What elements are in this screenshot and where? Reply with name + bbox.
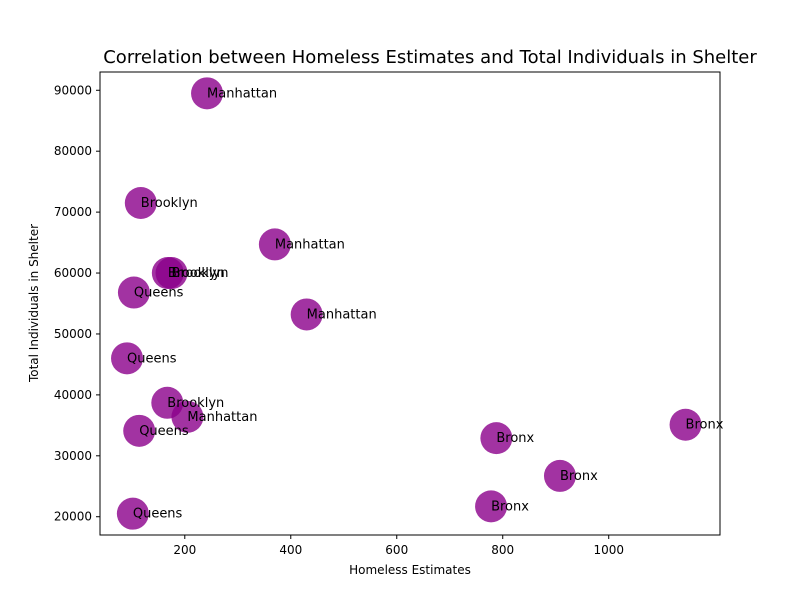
scatter-point (123, 414, 156, 447)
x-axis-label: Homeless Estimates (349, 563, 471, 577)
scatter-point (669, 408, 702, 441)
point-label: Brooklyn (172, 266, 229, 281)
y-axis-ticks: 20000 30000 40000 50000 60000 70000 80000 90000 (54, 83, 100, 524)
scatter-point (258, 228, 291, 261)
point-label: Bronx (686, 418, 724, 433)
scatter-point (543, 459, 576, 492)
x-tick-label: 1000 (593, 543, 624, 557)
scatter-point (290, 298, 323, 331)
y-tick-label: 60000 (54, 266, 92, 280)
x-tick-label: 200 (173, 543, 196, 557)
point-label: Queens (134, 286, 184, 301)
x-tick-label: 800 (491, 543, 514, 557)
point-label: Bronx (496, 431, 534, 446)
y-tick-label: 20000 (54, 510, 92, 524)
point-label: Queens (139, 424, 189, 439)
scatter-point (111, 342, 144, 375)
scatter-point (117, 276, 150, 309)
chart-title: Correlation between Homeless Estimates a… (103, 47, 757, 68)
point-label: Bronx (560, 469, 598, 484)
point-label: Manhattan (275, 237, 345, 252)
scatter-point (191, 77, 224, 110)
point-label: Manhattan (207, 86, 277, 101)
y-axis-label: Total Individuals in Shelter (27, 224, 41, 383)
point-label: Queens (133, 507, 183, 522)
point-label: Brooklyn (168, 266, 225, 281)
point-label: Bronx (491, 499, 529, 514)
point-label: Manhattan (187, 410, 257, 425)
scatter-point (475, 490, 508, 523)
plot-frame (99, 71, 721, 536)
point-label: Brooklyn (167, 396, 224, 411)
x-tick-label: 600 (385, 543, 408, 557)
y-tick-label: 90000 (54, 83, 92, 97)
y-tick-label: 80000 (54, 144, 92, 158)
points-layer: ManhattanBrooklynManhattanBrooklynBrookl… (111, 77, 724, 530)
scatter-point (155, 257, 188, 290)
point-label: Brooklyn (141, 196, 198, 211)
point-label: Queens (127, 351, 177, 366)
x-tick-label: 400 (279, 543, 302, 557)
point-label: Manhattan (307, 307, 377, 322)
y-tick-label: 40000 (54, 388, 92, 402)
scatter-point (480, 422, 513, 455)
y-tick-label: 70000 (54, 205, 92, 219)
scatter-point (116, 497, 149, 530)
x-axis-ticks: 200 400 600 800 1000 (173, 535, 624, 557)
y-tick-label: 30000 (54, 449, 92, 463)
scatter-point (124, 186, 157, 219)
y-tick-label: 50000 (54, 327, 92, 341)
scatter-point (171, 400, 204, 433)
